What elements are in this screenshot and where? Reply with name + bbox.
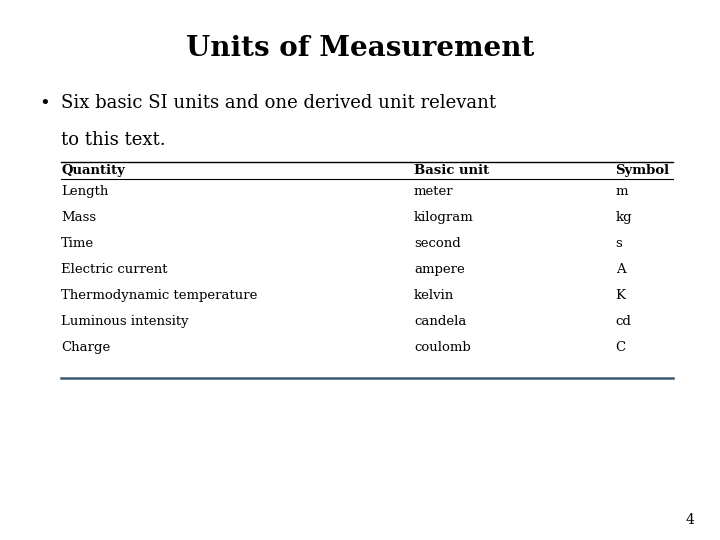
Text: Thermodynamic temperature: Thermodynamic temperature [61, 289, 258, 302]
Text: ampere: ampere [414, 263, 464, 276]
Text: •: • [40, 94, 50, 112]
Text: meter: meter [414, 185, 454, 198]
Text: Units of Measurement: Units of Measurement [186, 35, 534, 62]
Text: Electric current: Electric current [61, 263, 168, 276]
Text: K: K [616, 289, 626, 302]
Text: candela: candela [414, 315, 467, 328]
Text: Time: Time [61, 237, 94, 250]
Text: Mass: Mass [61, 211, 96, 224]
Text: kelvin: kelvin [414, 289, 454, 302]
Text: A: A [616, 263, 625, 276]
Text: coulomb: coulomb [414, 341, 471, 354]
Text: 4: 4 [686, 512, 695, 526]
Text: Symbol: Symbol [616, 164, 670, 177]
Text: Basic unit: Basic unit [414, 164, 489, 177]
Text: Length: Length [61, 185, 109, 198]
Text: second: second [414, 237, 461, 250]
Text: s: s [616, 237, 622, 250]
Text: Charge: Charge [61, 341, 110, 354]
Text: Six basic SI units and one derived unit relevant: Six basic SI units and one derived unit … [61, 94, 496, 112]
Text: Quantity: Quantity [61, 164, 125, 177]
Text: Luminous intensity: Luminous intensity [61, 315, 189, 328]
Text: m: m [616, 185, 628, 198]
Text: kg: kg [616, 211, 632, 224]
Text: cd: cd [616, 315, 631, 328]
Text: kilogram: kilogram [414, 211, 474, 224]
Text: to this text.: to this text. [61, 131, 166, 149]
Text: C: C [616, 341, 626, 354]
